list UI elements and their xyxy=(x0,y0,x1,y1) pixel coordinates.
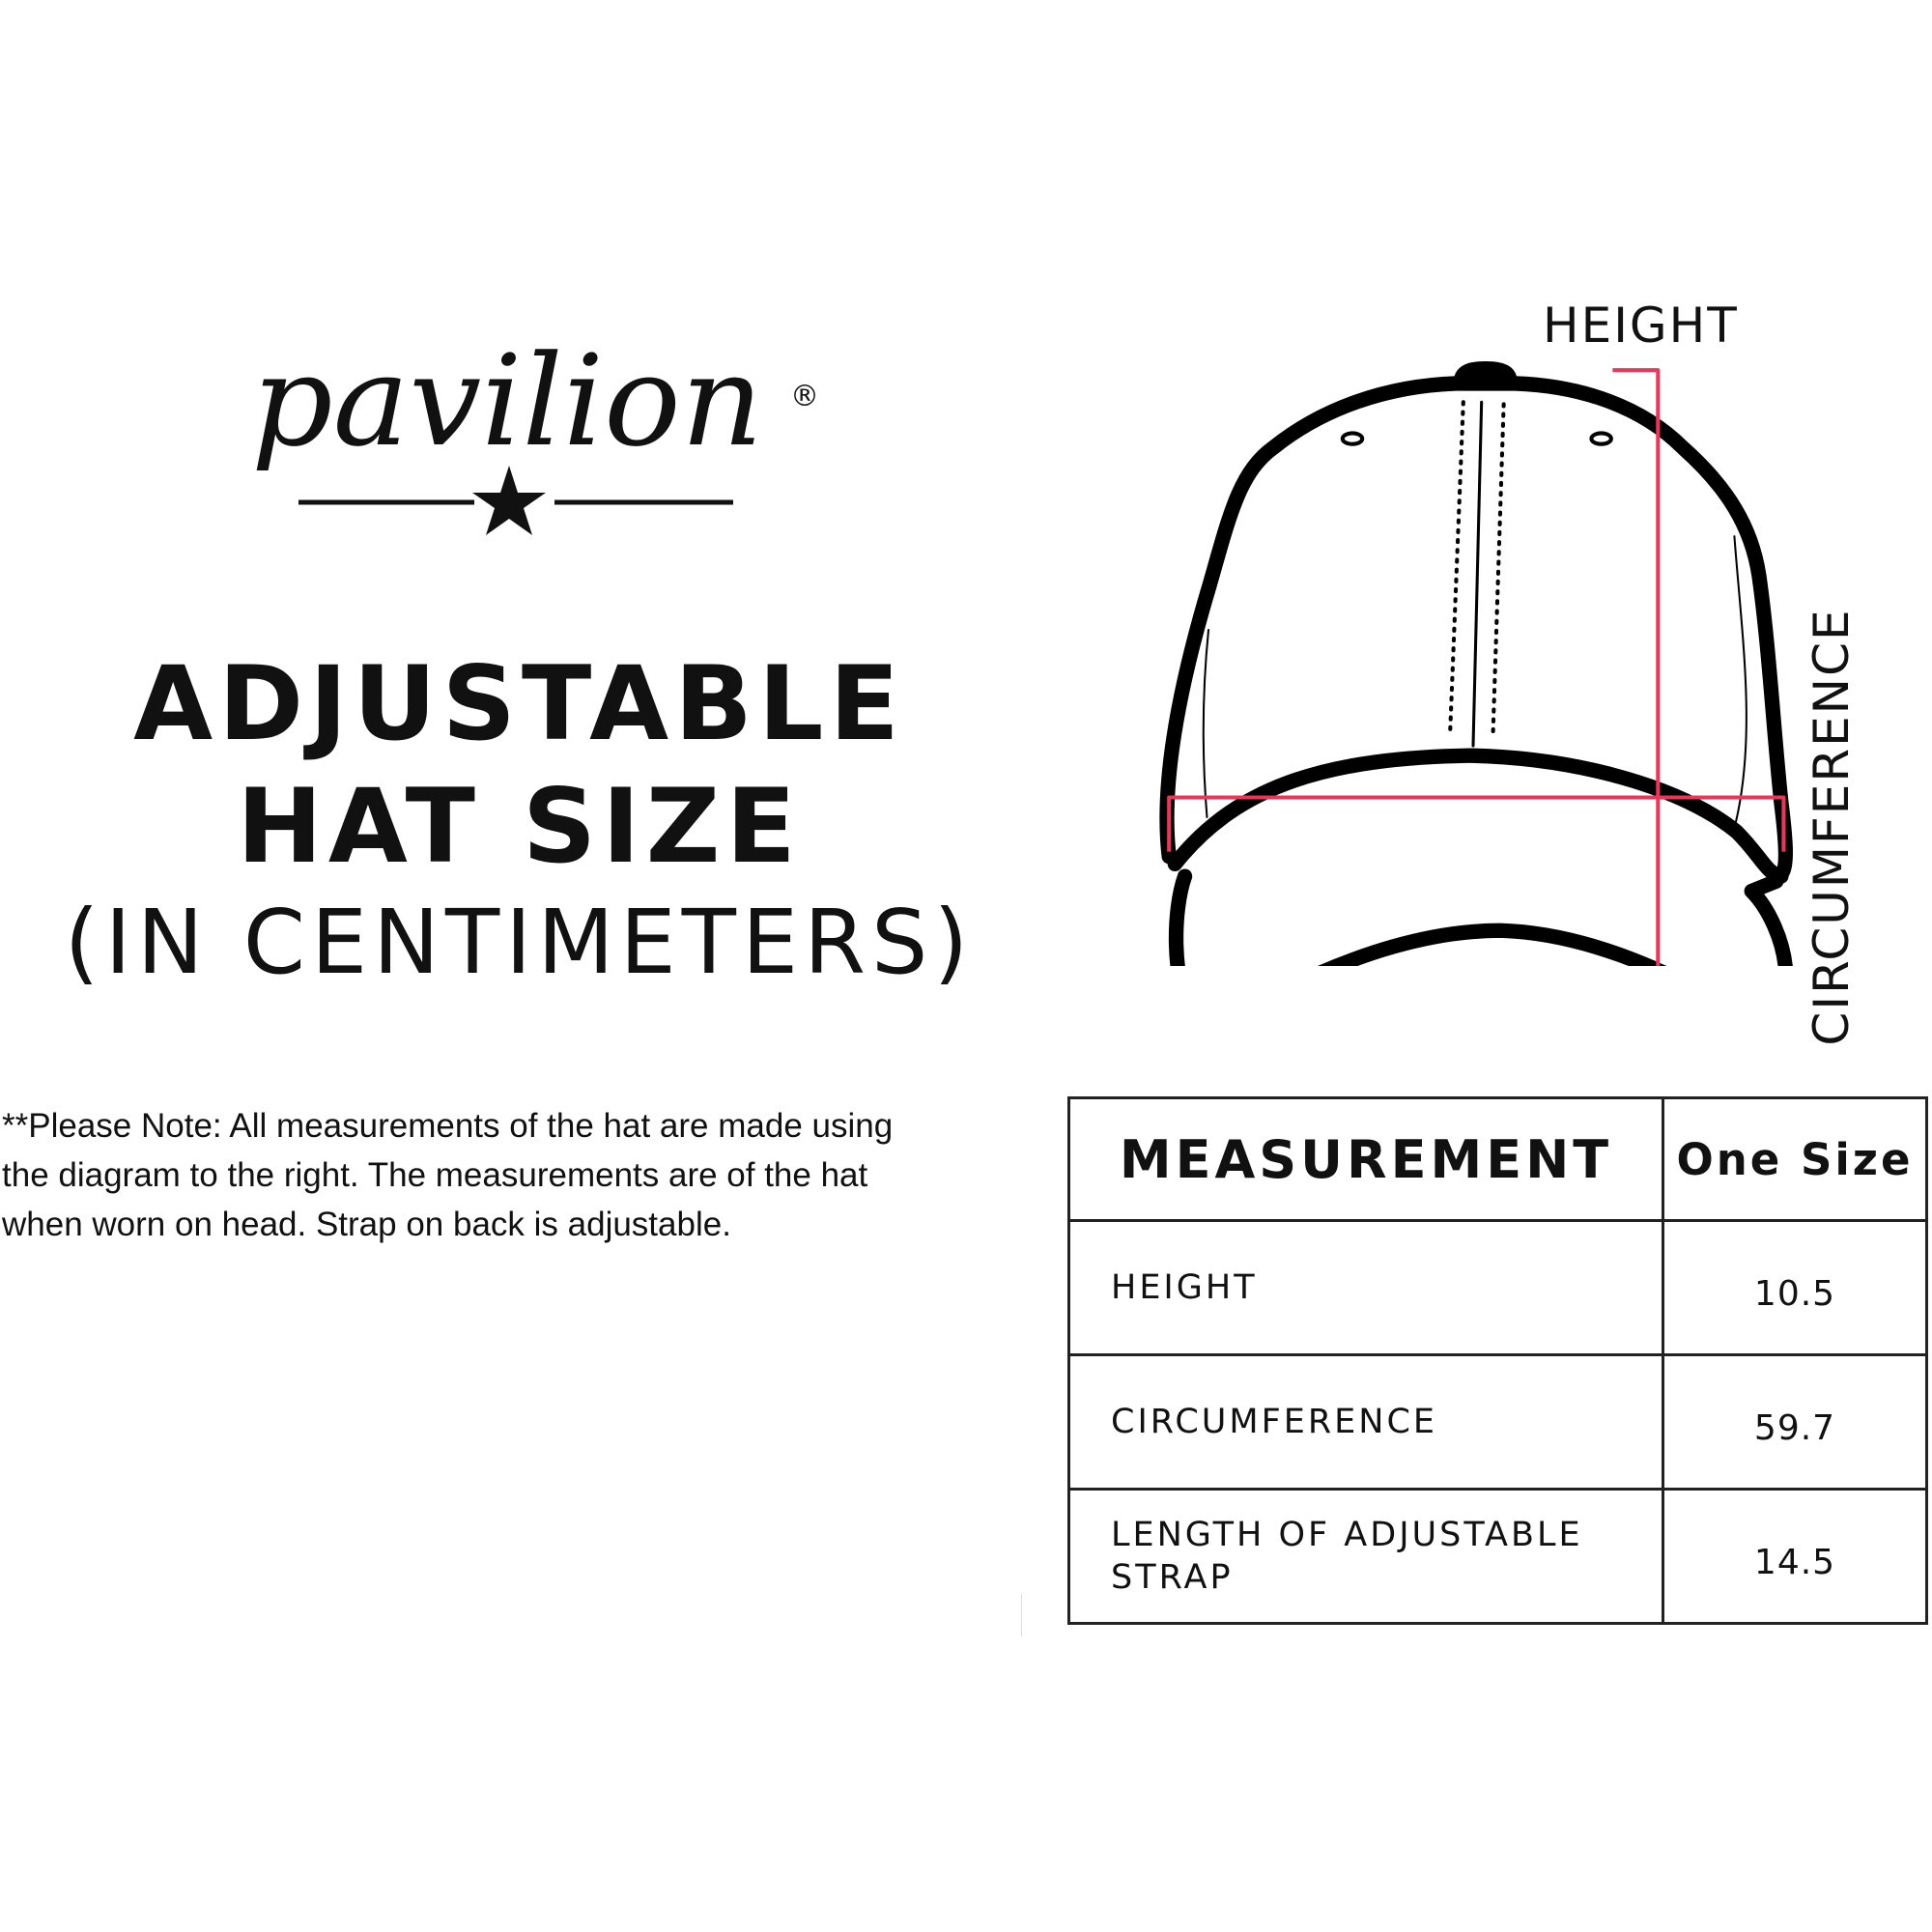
circumference-label: CIRCUMFERENCE xyxy=(1804,608,1860,1046)
row-label: CIRCUMFERENCE xyxy=(1067,1353,1664,1491)
column-header-size: One Size xyxy=(1662,1096,1928,1222)
logo-wordmark: pavilion xyxy=(251,327,763,474)
row-label: LENGTH OF ADJUSTABLE STRAP xyxy=(1067,1488,1664,1625)
note-line: when worn on head. Strap on back is adju… xyxy=(2,1206,731,1243)
registered-mark: ® xyxy=(790,380,819,413)
table-row: LENGTH OF ADJUSTABLE STRAP 14.5 xyxy=(1067,1488,1928,1625)
row-value: 10.5 xyxy=(1662,1219,1928,1356)
height-measure-line xyxy=(1612,368,1661,966)
note-text: **Please Note: All measurements of the h… xyxy=(2,1101,1026,1249)
eyelet-icon xyxy=(1589,431,1613,446)
circumference-measure-line xyxy=(1167,795,1786,852)
eyelet-icon xyxy=(1340,431,1365,446)
heading-line-1: ADJUSTABLE xyxy=(133,644,905,763)
note-line: **Please Note: All measurements of the h… xyxy=(2,1107,894,1145)
heading-line-2: HAT SIZE xyxy=(237,767,802,886)
column-header-measurement: MEASUREMENT xyxy=(1067,1096,1664,1222)
heading-units: (IN CENTIMETERS) xyxy=(64,891,975,994)
row-value: 59.7 xyxy=(1662,1353,1928,1491)
table-row: CIRCUMFERENCE 59.7 xyxy=(1067,1353,1928,1491)
size-table: MEASUREMENT One Size HEIGHT 10.5 CIRCUMF… xyxy=(1067,1096,1928,1625)
star-icon xyxy=(472,466,546,535)
pavilion-logo: pavilion ® xyxy=(251,327,819,535)
row-value: 14.5 xyxy=(1662,1488,1928,1625)
note-line: the diagram to the right. The measuremen… xyxy=(2,1156,868,1194)
table-header-row: MEASUREMENT One Size xyxy=(1067,1096,1928,1222)
height-label: HEIGHT xyxy=(1543,298,1739,354)
table-row: HEIGHT 10.5 xyxy=(1067,1219,1928,1356)
divider xyxy=(1021,1594,1022,1636)
hat-outline xyxy=(1159,376,1793,966)
hat-diagram xyxy=(1159,360,1793,966)
hat-button xyxy=(1453,360,1518,386)
row-label: HEIGHT xyxy=(1067,1219,1664,1356)
